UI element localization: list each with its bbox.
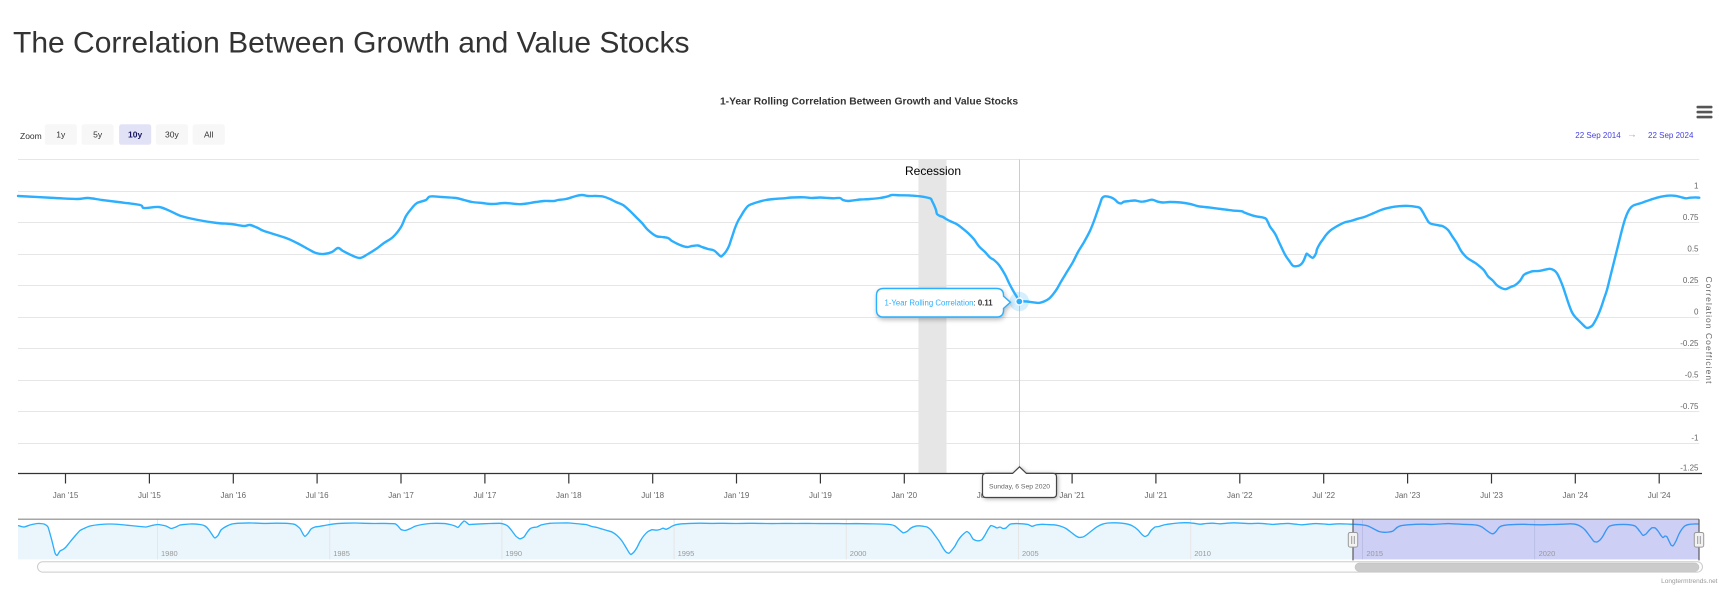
- svg-text:2020: 2020: [1539, 549, 1556, 558]
- svg-text:Jul '16: Jul '16: [306, 491, 329, 500]
- svg-text:30y: 30y: [165, 130, 179, 140]
- svg-text:Jan '16: Jan '16: [221, 491, 247, 500]
- svg-text:→: →: [1627, 130, 1637, 141]
- svg-text:1990: 1990: [505, 549, 522, 558]
- svg-text:2000: 2000: [850, 549, 867, 558]
- svg-text:2010: 2010: [1194, 549, 1211, 558]
- svg-text:0: 0: [1694, 308, 1699, 317]
- svg-text:Correlation Coefficient: Correlation Coefficient: [1704, 276, 1714, 384]
- svg-text:22 Sep 2024: 22 Sep 2024: [1648, 131, 1694, 140]
- svg-text:0.5: 0.5: [1687, 245, 1699, 254]
- svg-text:2015: 2015: [1366, 549, 1383, 558]
- svg-text:1985: 1985: [333, 549, 350, 558]
- svg-text:5y: 5y: [93, 130, 103, 140]
- svg-text:-1: -1: [1691, 434, 1699, 443]
- svg-text:2005: 2005: [1022, 549, 1039, 558]
- svg-text:1-Year Rolling Correlation: 0.: 1-Year Rolling Correlation: 0.11: [885, 299, 994, 308]
- svg-text:1-Year Rolling Correlation Bet: 1-Year Rolling Correlation Between Growt…: [720, 97, 1018, 108]
- svg-text:1980: 1980: [161, 549, 178, 558]
- svg-text:22 Sep 2014: 22 Sep 2014: [1575, 131, 1621, 140]
- svg-text:1: 1: [1694, 182, 1699, 191]
- svg-text:Jan '24: Jan '24: [1563, 491, 1589, 500]
- svg-text:Jul '22: Jul '22: [1312, 491, 1335, 500]
- svg-text:Longtermtrends.net: Longtermtrends.net: [1661, 578, 1718, 585]
- svg-text:0.75: 0.75: [1683, 213, 1699, 222]
- svg-text:-1.25: -1.25: [1680, 464, 1699, 473]
- svg-text:Jan '19: Jan '19: [724, 491, 750, 500]
- svg-text:Jul '19: Jul '19: [809, 491, 832, 500]
- svg-text:Jan '21: Jan '21: [1059, 491, 1085, 500]
- svg-text:1y: 1y: [56, 130, 66, 140]
- svg-text:-0.5: -0.5: [1685, 371, 1699, 380]
- svg-text:-0.25: -0.25: [1680, 339, 1699, 348]
- svg-text:Jul '18: Jul '18: [641, 491, 664, 500]
- svg-text:Jul '21: Jul '21: [1144, 491, 1167, 500]
- svg-text:1995: 1995: [678, 549, 695, 558]
- svg-text:Jan '23: Jan '23: [1395, 491, 1421, 500]
- svg-text:0.25: 0.25: [1683, 276, 1699, 285]
- svg-text:10y: 10y: [128, 130, 142, 140]
- svg-text:Jan '15: Jan '15: [53, 491, 79, 500]
- svg-text:Jan '22: Jan '22: [1227, 491, 1253, 500]
- svg-text:Jan '18: Jan '18: [556, 491, 582, 500]
- svg-text:Jul '23: Jul '23: [1480, 491, 1503, 500]
- svg-text:Jul '24: Jul '24: [1648, 491, 1671, 500]
- svg-text:Jul '17: Jul '17: [473, 491, 496, 500]
- svg-text:Zoom: Zoom: [20, 131, 42, 141]
- svg-text:All: All: [204, 130, 214, 140]
- svg-text:Jan '17: Jan '17: [388, 491, 414, 500]
- svg-text:Sunday, 6 Sep 2020: Sunday, 6 Sep 2020: [989, 483, 1050, 490]
- svg-text:Recession: Recession: [905, 164, 961, 178]
- svg-text:The Correlation Between Growth: The Correlation Between Growth and Value…: [13, 26, 689, 59]
- svg-text:Jul '15: Jul '15: [138, 491, 161, 500]
- svg-text:-0.75: -0.75: [1680, 402, 1699, 411]
- svg-text:Jan '20: Jan '20: [892, 491, 918, 500]
